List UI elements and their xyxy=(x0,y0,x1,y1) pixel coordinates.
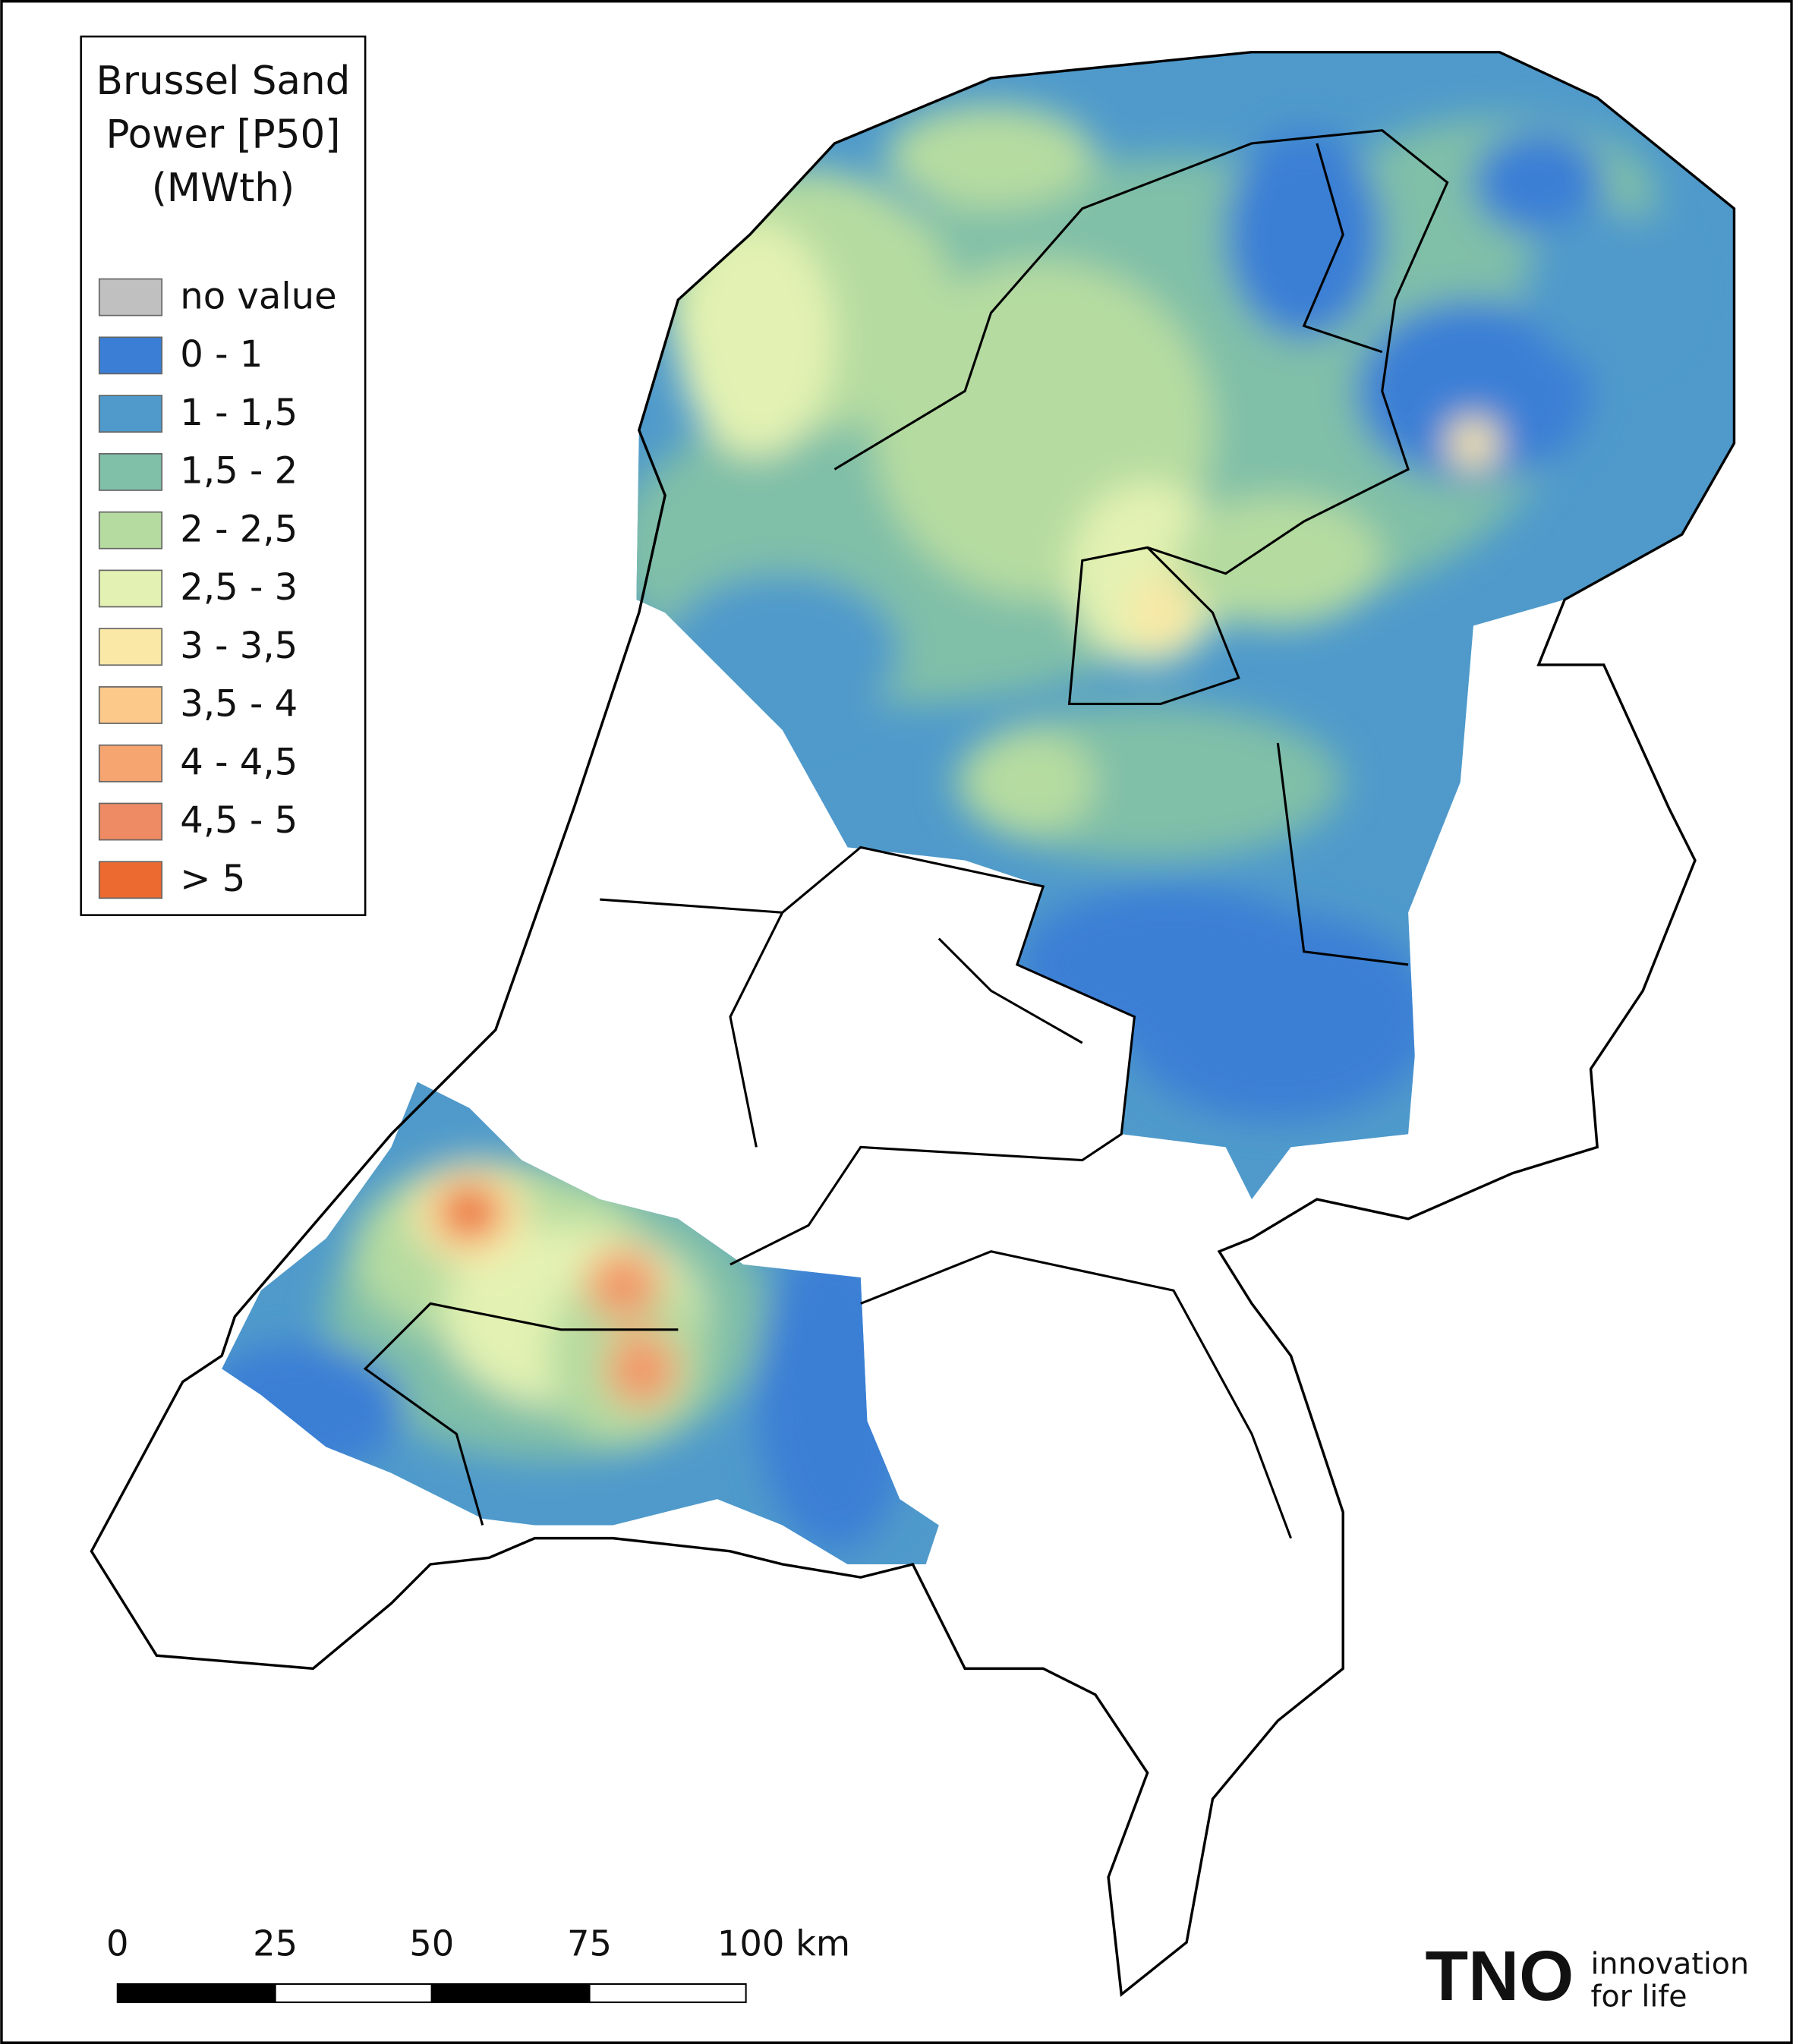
province-borders xyxy=(363,129,1449,1539)
legend-title: Brussel Sand xyxy=(96,58,350,104)
legend-label: no value xyxy=(180,275,337,317)
field-blob xyxy=(965,729,1095,835)
legend-swatch xyxy=(98,511,163,550)
legend-label: > 5 xyxy=(180,858,245,900)
legend-label: 2,5 - 3 xyxy=(180,566,298,609)
field-blob xyxy=(1356,300,1591,483)
legend-label: 3,5 - 4 xyxy=(180,683,298,726)
field-blob xyxy=(1447,417,1500,470)
field-blob xyxy=(1225,130,1382,339)
logo-tagline: for life xyxy=(1591,1979,1687,2014)
legend-swatch xyxy=(98,686,163,724)
field-blob xyxy=(436,1183,503,1242)
legend-title: Power [P50] xyxy=(106,112,340,157)
scale-segment xyxy=(274,1983,433,2004)
scale-label: 50 xyxy=(409,1923,454,1964)
field-blob xyxy=(623,1353,660,1390)
logo-mark: TNO xyxy=(1425,1936,1574,2015)
logo-tagline: innovation xyxy=(1591,1946,1749,1981)
legend-swatch xyxy=(98,802,163,841)
legend-swatch xyxy=(98,278,163,317)
field-blob xyxy=(605,1269,642,1306)
legend-label: 3 - 3,5 xyxy=(180,625,298,667)
legend-label: 1 - 1,5 xyxy=(180,392,298,434)
scale-label: 100 km xyxy=(717,1923,850,1964)
legend-label: 0 - 1 xyxy=(180,333,263,376)
scale-segment xyxy=(430,1983,591,2004)
legend-swatch xyxy=(98,628,163,666)
legend-swatch xyxy=(98,452,163,491)
scale-segment xyxy=(588,1983,747,2004)
field-blob xyxy=(887,104,1095,209)
field-blob xyxy=(678,221,835,457)
country-outline xyxy=(90,50,1736,1998)
legend-label: 4 - 4,5 xyxy=(180,741,298,783)
legend-swatch xyxy=(98,861,163,899)
field-blob xyxy=(1127,573,1193,652)
field-blobs xyxy=(222,1160,913,1551)
legend-swatch xyxy=(98,395,163,433)
scale-label: 75 xyxy=(567,1923,612,1964)
legend-swatch xyxy=(98,744,163,783)
field-blob xyxy=(1525,208,1682,365)
legend-swatch xyxy=(98,569,163,608)
scale-bar: 0 25 50 75 100 km xyxy=(106,1923,850,2004)
field-blob xyxy=(1173,495,1382,626)
scale-label: 0 xyxy=(106,1923,129,1964)
field-blob xyxy=(1473,130,1604,235)
legend-swatch xyxy=(98,336,163,375)
legend-label: 1,5 - 2 xyxy=(180,450,298,493)
scale-label: 25 xyxy=(253,1923,298,1964)
legend: Brussel Sand Power [P50] (MWth) no value 0 -… xyxy=(96,58,350,900)
legend-label: 4,5 - 5 xyxy=(180,799,298,842)
legend-label: 2 - 2,5 xyxy=(180,508,298,550)
scale-segment xyxy=(116,1983,276,2004)
legend-title: (MWth) xyxy=(152,165,295,211)
